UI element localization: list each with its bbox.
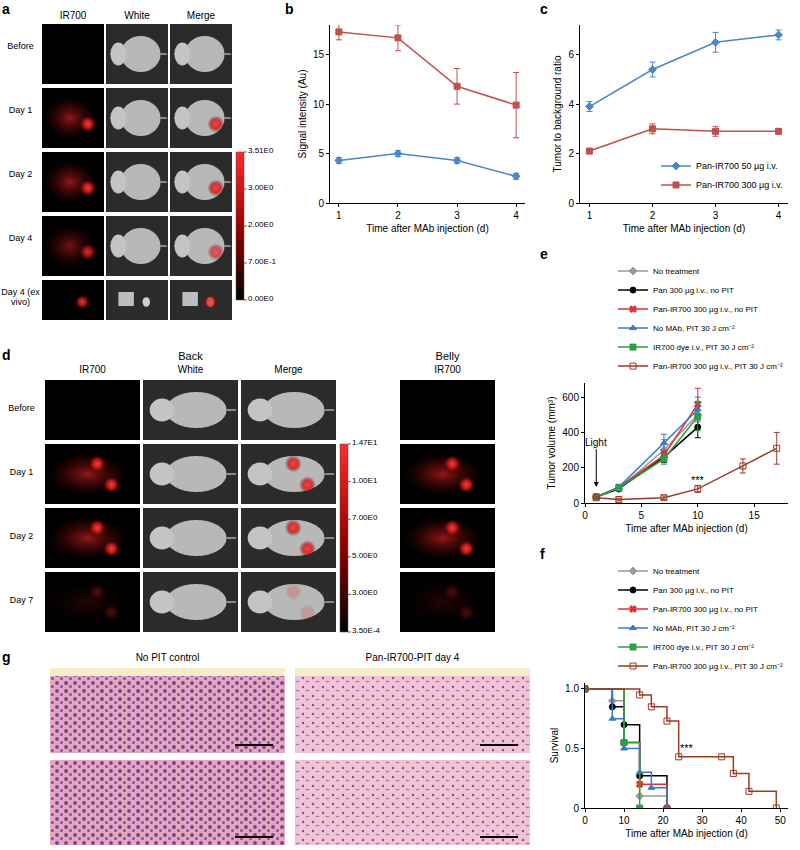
html-text:7.00E0: 7.00E0 bbox=[352, 513, 378, 523]
html-text:3.00E0: 3.00E0 bbox=[352, 588, 378, 598]
svg-text:2: 2 bbox=[568, 148, 574, 159]
html-text:White: White bbox=[124, 10, 150, 21]
html-text:Day 1: Day 1 bbox=[8, 105, 33, 115]
svg-text:Time after MAb injection (d): Time after MAb injection (d) bbox=[623, 223, 745, 234]
svg-text:Tumor volume (mm³): Tumor volume (mm³) bbox=[546, 397, 557, 490]
svg-text:10: 10 bbox=[313, 99, 325, 110]
svg-text:No treatment: No treatment bbox=[653, 567, 700, 576]
html-text:Belly: Belly bbox=[435, 350, 460, 362]
html-text:Pan-IR700-PIT day 4: Pan-IR700-PIT day 4 bbox=[365, 652, 460, 663]
svg-text:Light: Light bbox=[585, 437, 607, 448]
svg-text:0: 0 bbox=[573, 498, 579, 509]
svg-text:No MAb, PIT 30 J cm⁻²: No MAb, PIT 30 J cm⁻² bbox=[653, 624, 735, 633]
html-text:c: c bbox=[540, 1, 548, 17]
svg-text:***: *** bbox=[691, 474, 705, 486]
svg-text:0: 0 bbox=[573, 803, 579, 814]
svg-text:IR700 dye i.v., PIT 30 J cm⁻²: IR700 dye i.v., PIT 30 J cm⁻² bbox=[653, 643, 754, 652]
html-text:Day 1: Day 1 bbox=[9, 467, 34, 477]
svg-text:No treatment: No treatment bbox=[653, 267, 700, 276]
svg-text:0: 0 bbox=[582, 510, 588, 521]
svg-text:Survival: Survival bbox=[549, 728, 560, 764]
svg-text:3: 3 bbox=[454, 210, 460, 221]
svg-text:Time after MAb injection (d): Time after MAb injection (d) bbox=[366, 223, 488, 234]
html-text:b: b bbox=[285, 1, 294, 17]
html-text:IR700: IR700 bbox=[79, 364, 106, 375]
svg-text:Pan-IR700 300 µg i.v., no PIT: Pan-IR700 300 µg i.v., no PIT bbox=[653, 305, 758, 314]
html-text:7.00E-1: 7.00E-1 bbox=[248, 257, 276, 266]
html-text:Day 2: Day 2 bbox=[8, 169, 33, 179]
svg-text:15: 15 bbox=[313, 49, 325, 60]
svg-text:No MAb, PIT 30 J cm⁻²: No MAb, PIT 30 J cm⁻² bbox=[653, 324, 735, 333]
svg-text:30: 30 bbox=[697, 815, 709, 826]
html-text:Merge: Merge bbox=[274, 364, 303, 375]
html-text:3.50E-4: 3.50E-4 bbox=[352, 626, 380, 635]
html-text:a: a bbox=[2, 1, 10, 17]
html-text:White: White bbox=[177, 364, 204, 375]
svg-text:2: 2 bbox=[650, 210, 656, 221]
svg-text:Tumor to background ratio: Tumor to background ratio bbox=[552, 55, 563, 172]
svg-text:15: 15 bbox=[749, 510, 761, 521]
html-text:2.00E0: 2.00E0 bbox=[248, 220, 274, 229]
html-text:3.00E0: 3.00E0 bbox=[248, 183, 274, 192]
html-text:Before: Before bbox=[8, 403, 35, 413]
html-text:Back: Back bbox=[178, 350, 203, 362]
svg-text:1.0: 1.0 bbox=[565, 683, 579, 694]
svg-text:IR700 dye i.v., PIT 30 J cm⁻²: IR700 dye i.v., PIT 30 J cm⁻² bbox=[653, 343, 754, 352]
html-text:No PIT control: No PIT control bbox=[135, 652, 200, 663]
svg-text:1: 1 bbox=[587, 210, 593, 221]
svg-text:Pan-IR700 300 µg i.v., no PIT: Pan-IR700 300 µg i.v., no PIT bbox=[653, 605, 758, 614]
html-text:g: g bbox=[2, 649, 11, 665]
svg-text:4: 4 bbox=[776, 210, 782, 221]
svg-text:0: 0 bbox=[582, 815, 588, 826]
svg-text:Pan 300 µg i.v., no PIT: Pan 300 µg i.v., no PIT bbox=[653, 586, 734, 595]
svg-text:400: 400 bbox=[562, 427, 579, 438]
svg-text:Time after MAb injection (d): Time after MAb injection (d) bbox=[625, 828, 747, 839]
html-text:Day 2: Day 2 bbox=[9, 531, 34, 541]
svg-text:3: 3 bbox=[713, 210, 719, 221]
svg-text:50: 50 bbox=[775, 815, 787, 826]
svg-text:***: *** bbox=[680, 742, 694, 754]
svg-text:40: 40 bbox=[736, 815, 748, 826]
html-text:IR700: IR700 bbox=[434, 364, 461, 375]
html-text:Merge: Merge bbox=[186, 10, 216, 21]
svg-text:4: 4 bbox=[568, 99, 574, 110]
html-text:Day 4: Day 4 bbox=[8, 233, 33, 243]
html-text:5.00E0: 5.00E0 bbox=[352, 550, 378, 560]
svg-text:600: 600 bbox=[562, 392, 579, 403]
svg-text:0.5: 0.5 bbox=[565, 743, 579, 754]
html-text:Day 7: Day 7 bbox=[9, 595, 34, 605]
html-text:e: e bbox=[540, 246, 548, 262]
html-text:IR700: IR700 bbox=[59, 10, 87, 21]
svg-text:10: 10 bbox=[618, 815, 630, 826]
html-text:1.47E1: 1.47E1 bbox=[352, 438, 378, 447]
svg-text:5: 5 bbox=[639, 510, 645, 521]
svg-text:Pan-IR700 300 µg i.v., PIT 30: Pan-IR700 300 µg i.v., PIT 30 J cm⁻² bbox=[653, 362, 783, 371]
html-text:f: f bbox=[540, 546, 545, 562]
svg-text:200: 200 bbox=[562, 462, 579, 473]
svg-text:5: 5 bbox=[318, 148, 324, 159]
html-text:d: d bbox=[2, 347, 11, 363]
svg-text:Pan-IR700 50 µg i.v.: Pan-IR700 50 µg i.v. bbox=[696, 161, 778, 171]
svg-text:0: 0 bbox=[318, 198, 324, 209]
html-text:3.51E0: 3.51E0 bbox=[248, 146, 274, 155]
html-text:Before: Before bbox=[7, 41, 34, 51]
html-text:1.00E1: 1.00E1 bbox=[352, 475, 378, 485]
svg-text:10: 10 bbox=[692, 510, 704, 521]
svg-text:0: 0 bbox=[568, 198, 574, 209]
html-text:Day 4 (ex vivo): Day 4 (ex vivo) bbox=[1, 287, 40, 307]
svg-text:2: 2 bbox=[395, 210, 401, 221]
svg-text:Time after MAb injection (d): Time after MAb injection (d) bbox=[625, 523, 747, 534]
svg-text:Pan-IR700 300 µg i.v., PIT 30: Pan-IR700 300 µg i.v., PIT 30 J cm⁻² bbox=[653, 662, 783, 671]
svg-text:Signal intensity (Au): Signal intensity (Au) bbox=[297, 70, 308, 159]
svg-text:20: 20 bbox=[658, 815, 670, 826]
svg-text:4: 4 bbox=[513, 210, 519, 221]
html-text:0.00E0: 0.00E0 bbox=[248, 294, 274, 303]
svg-text:Pan 300 µg i.v., no PIT: Pan 300 µg i.v., no PIT bbox=[653, 286, 734, 295]
svg-text:Pan-IR700 300 µg i.v.: Pan-IR700 300 µg i.v. bbox=[696, 180, 783, 190]
svg-text:1: 1 bbox=[336, 210, 342, 221]
svg-text:6: 6 bbox=[568, 49, 574, 60]
